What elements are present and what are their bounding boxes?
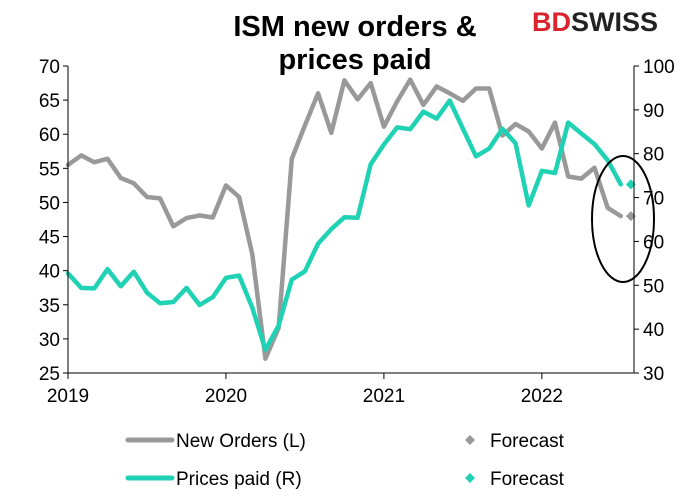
legend-swatch-diamond [465,435,475,445]
right-tick-label: 70 [643,189,664,210]
forecast-point-prices-paid [625,179,636,190]
left-tick-label: 25 [39,364,60,385]
left-tick-label: 30 [39,330,60,351]
left-tick-label: 60 [39,125,60,146]
left-tick-label: 70 [39,57,60,78]
brand-logo: BDSWISS [532,7,658,37]
legend-swatch-diamond [465,473,475,483]
right-tick-label: 100 [643,57,675,78]
right-tick-label: 30 [643,364,664,385]
svg-text:BDSWISS: BDSWISS [532,7,658,37]
series-line-new-orders [65,77,624,361]
chart-title-line-2: prices paid [278,44,431,76]
forecast-point-new-orders [625,211,636,222]
right-tick-label: 80 [643,145,664,166]
legend: New Orders (L) Forecast Prices paid (R) For… [125,431,565,490]
chart-title-line-1: ISM new orders & [233,11,476,43]
right-tick-label: 40 [643,320,664,341]
x-tick-label: 2019 [47,386,89,407]
legend-label: Prices paid (R) [176,469,302,490]
right-tick-label: 60 [643,232,664,253]
left-tick-label: 55 [39,159,60,180]
left-tick-label: 65 [39,91,60,112]
x-tick-label: 2020 [205,386,247,407]
forecast-highlight-ellipse [591,155,655,283]
left-tick-label: 40 [39,262,60,283]
right-tick-label: 50 [643,276,664,297]
brand-logo-part1: BD [532,7,571,37]
x-tick-label: 2022 [521,386,563,407]
x-tick-label: 2021 [363,386,405,407]
plot-area [65,77,636,361]
legend-label-forecast: Forecast [490,431,565,452]
right-tick-label: 90 [643,101,664,122]
left-tick-label: 45 [39,228,60,249]
legend-label: New Orders (L) [176,431,306,452]
legend-label-forecast: Forecast [490,469,565,490]
left-tick-label: 35 [39,296,60,317]
axes: 25 30 35 40 45 50 55 60 65 70 30 40 50 60 70 80 90 100 201… [39,57,675,407]
brand-logo-part2: SWISS [571,7,658,37]
left-tick-label: 50 [39,193,60,214]
series-line-prices-paid [65,98,624,353]
